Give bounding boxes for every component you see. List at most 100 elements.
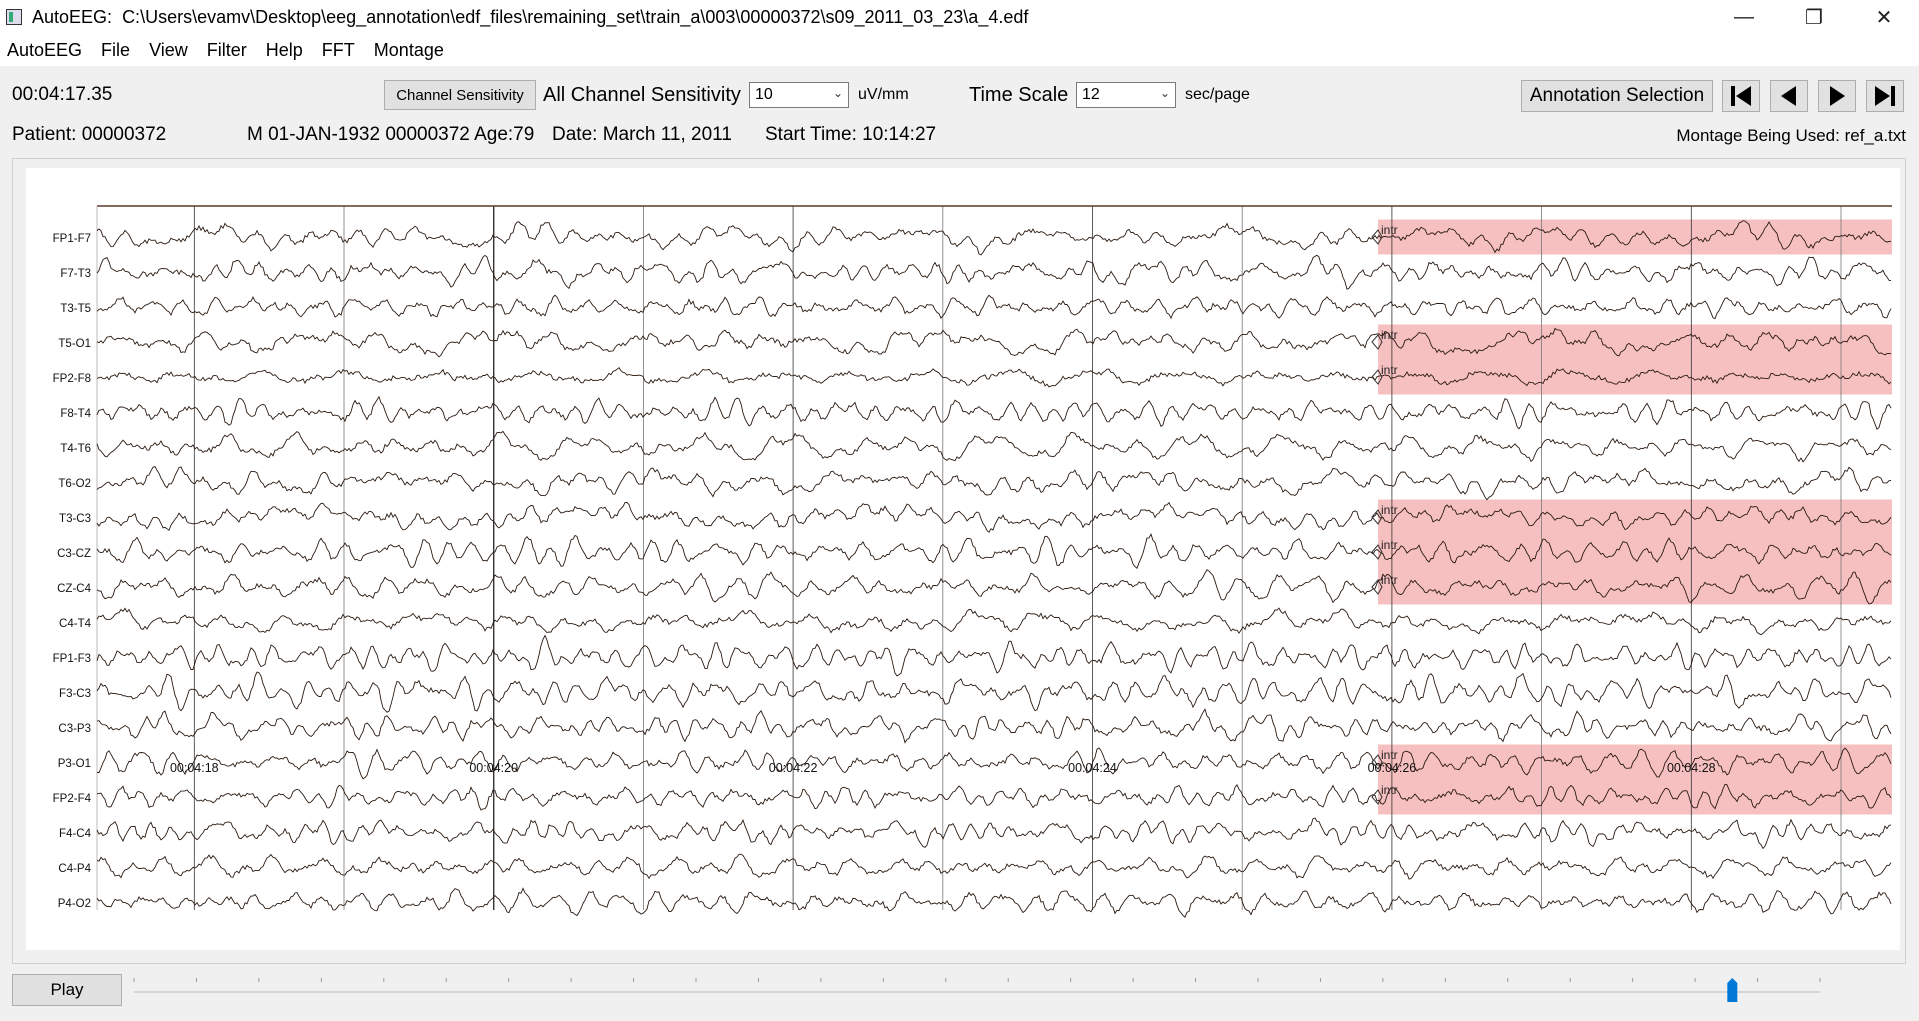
- app-name: AutoEEG:: [32, 6, 113, 27]
- patient-info-bar: Patient: 00000372 M 01-JAN-1932 00000372…: [0, 120, 1919, 150]
- menu-fft[interactable]: FFT: [321, 39, 355, 60]
- channel-label: T4-T6: [60, 443, 91, 455]
- eeg-trace: [96, 708, 1892, 744]
- menu-file[interactable]: File: [101, 39, 131, 60]
- play-button[interactable]: Play: [12, 974, 122, 1006]
- eeg-trace: [96, 367, 1892, 388]
- annotation-label: intr: [1381, 538, 1398, 552]
- window-title: AutoEEG: C:\Users\evamv\Desktop\eeg_anno…: [32, 7, 1028, 28]
- time-axis-label: 00:04:26: [1368, 761, 1417, 775]
- time-axis-label: 00:04:22: [769, 761, 818, 775]
- annotation-label: intr: [1381, 503, 1398, 517]
- last-page-button[interactable]: [1866, 80, 1904, 112]
- annotation-band: [1378, 779, 1892, 815]
- next-page-icon: [1830, 86, 1845, 106]
- eeg-trace: [96, 501, 1892, 533]
- eeg-trace: [96, 783, 1892, 811]
- eeg-plot[interactable]: FP1-F7 intr F7-T3 T3-T5 T5-O1 intr FP2-F8 intr F…: [26, 168, 1900, 950]
- time-scale-label: Time Scale: [969, 84, 1069, 106]
- all-channel-sensitivity-label: All Channel Sensitivity: [543, 84, 741, 106]
- menu-help[interactable]: Help: [265, 39, 303, 60]
- annotation-label: intr: [1381, 328, 1398, 342]
- menu-filter[interactable]: Filter: [206, 39, 247, 60]
- next-page-button[interactable]: [1818, 80, 1856, 112]
- time-axis-label: 00:04:18: [170, 761, 219, 775]
- annotation-band: [1378, 324, 1892, 360]
- channel-label: FP1-F3: [53, 653, 91, 665]
- annotation-band: [1378, 534, 1892, 570]
- annotation-marker-icon: [1371, 544, 1383, 560]
- file-path: C:\Users\evamv\Desktop\eeg_annotation\ed…: [122, 6, 1029, 27]
- channel-label: P4-O2: [58, 898, 91, 910]
- eeg-trace: [96, 671, 1892, 713]
- chevron-down-icon: ⌄: [832, 86, 843, 100]
- time-scale-select[interactable]: 12 ⌄: [1076, 82, 1176, 108]
- channel-sensitivity-button[interactable]: Channel Sensitivity: [384, 80, 536, 110]
- menu-montage[interactable]: Montage: [373, 39, 444, 60]
- annotation-band: [1378, 499, 1892, 535]
- menu-bar: AutoEEG File View Filter Help FFT Montag…: [0, 34, 1919, 66]
- eeg-trace: [96, 294, 1892, 320]
- channel-label: C4-T4: [59, 618, 92, 630]
- channel-label: FP1-F7: [53, 233, 91, 245]
- annotation-marker-icon: [1371, 579, 1383, 595]
- eeg-trace: [96, 254, 1892, 290]
- eeg-trace: [97, 747, 1892, 780]
- annotation-marker-icon: [1371, 789, 1383, 805]
- app-icon: [6, 9, 22, 25]
- channel-label: CZ-C4: [57, 583, 91, 595]
- channel-label: C3-CZ: [57, 548, 91, 560]
- restore-button[interactable]: ❐: [1779, 0, 1849, 34]
- annotation-label: intr: [1381, 783, 1398, 797]
- annotation-label: intr: [1381, 223, 1398, 237]
- patient-id: Patient: 00000372: [12, 124, 167, 145]
- channel-label: FP2-F8: [53, 373, 91, 385]
- current-time: 00:04:17.35: [12, 84, 113, 105]
- annotation-marker-icon: [1371, 754, 1383, 770]
- menu-view[interactable]: View: [149, 39, 188, 60]
- patient-header: M 01-JAN-1932 00000372 Age:79: [247, 124, 535, 145]
- minimize-button[interactable]: —: [1709, 0, 1779, 34]
- eeg-trace: [96, 607, 1892, 636]
- channel-label: C4-P4: [58, 863, 91, 875]
- eeg-trace: [96, 887, 1892, 918]
- annotation-marker-icon: [1371, 334, 1383, 350]
- slider-handle[interactable]: [1727, 978, 1738, 1002]
- channel-label: FP2-F4: [53, 793, 92, 805]
- channel-label: T3-C3: [59, 513, 91, 525]
- sensitivity-unit: uV/mm: [858, 86, 909, 103]
- annotation-selection-button[interactable]: Annotation Selection: [1521, 80, 1713, 112]
- channel-label: P3-O1: [58, 758, 91, 770]
- time-axis-label: 00:04:24: [1068, 761, 1117, 775]
- time-scale-value: 12: [1082, 86, 1100, 103]
- channel-label: T3-T5: [60, 303, 91, 315]
- channel-label: C3-P3: [58, 723, 91, 735]
- first-page-button[interactable]: [1722, 80, 1760, 112]
- previous-page-button[interactable]: [1770, 80, 1808, 112]
- sensitivity-select[interactable]: 10 ⌄: [749, 82, 849, 108]
- playback-slider[interactable]: [128, 970, 1828, 1010]
- annotation-label: intr: [1381, 573, 1398, 587]
- menu-autoeeg[interactable]: AutoEEG: [7, 39, 83, 60]
- eeg-trace: [96, 853, 1892, 880]
- annotation-band: [1378, 359, 1892, 395]
- eeg-trace: [96, 327, 1891, 358]
- title-bar: AutoEEG: C:\Users\evamv\Desktop\eeg_anno…: [0, 0, 1919, 34]
- annotation-label: intr: [1381, 748, 1398, 762]
- time-scale-unit: sec/page: [1185, 86, 1250, 103]
- eeg-trace: [96, 569, 1892, 605]
- close-button[interactable]: ✕: [1849, 0, 1919, 34]
- close-icon: ✕: [1875, 6, 1893, 29]
- start-time: Start Time: 10:14:27: [765, 124, 937, 145]
- annotation-band: [1378, 744, 1892, 780]
- time-axis-label: 00:04:28: [1667, 761, 1716, 775]
- eeg-trace: [96, 395, 1892, 430]
- annotation-marker-icon: [1371, 229, 1383, 245]
- eeg-waveform-canvas[interactable]: FP1-F7 intr F7-T3 T3-T5 T5-O1 intr FP2-F8 intr F…: [26, 168, 1900, 950]
- channel-label: T6-O2: [58, 478, 91, 490]
- time-axis-label: 00:04:20: [469, 761, 518, 775]
- annotation-marker-icon: [1371, 509, 1383, 525]
- chevron-down-icon: ⌄: [1159, 86, 1170, 100]
- eeg-trace: [96, 634, 1892, 677]
- annotation-label: intr: [1381, 363, 1398, 377]
